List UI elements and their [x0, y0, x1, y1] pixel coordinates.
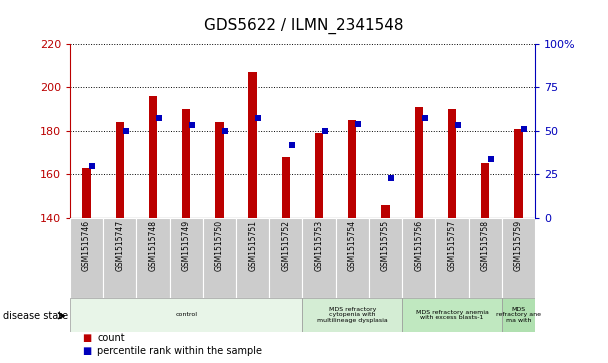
- Bar: [469, 218, 502, 298]
- Text: disease state: disease state: [3, 311, 68, 321]
- Bar: [348, 120, 356, 218]
- Bar: [182, 109, 190, 218]
- Bar: [203, 218, 236, 298]
- Bar: [502, 218, 535, 298]
- Text: GSM1515748: GSM1515748: [148, 220, 157, 271]
- Text: MDS refractory
cytopenia with
multilineage dysplasia: MDS refractory cytopenia with multilinea…: [317, 307, 388, 323]
- Bar: [302, 218, 336, 298]
- Text: GSM1515747: GSM1515747: [116, 220, 124, 271]
- Text: GSM1515757: GSM1515757: [447, 220, 457, 271]
- Text: MDS
refractory ane
ma with: MDS refractory ane ma with: [496, 307, 541, 323]
- Text: GSM1515754: GSM1515754: [348, 220, 357, 271]
- Bar: [116, 122, 124, 218]
- Text: GSM1515758: GSM1515758: [481, 220, 489, 271]
- Text: control: control: [175, 313, 197, 317]
- Bar: [514, 129, 523, 218]
- Bar: [302, 298, 402, 332]
- Bar: [502, 298, 535, 332]
- Text: GSM1515753: GSM1515753: [314, 220, 323, 271]
- Bar: [435, 218, 469, 298]
- Bar: [236, 218, 269, 298]
- Text: GSM1515759: GSM1515759: [514, 220, 523, 271]
- Bar: [402, 218, 435, 298]
- Bar: [103, 218, 136, 298]
- Bar: [448, 109, 456, 218]
- Bar: [249, 72, 257, 218]
- Text: ■: ■: [82, 333, 91, 343]
- Bar: [149, 96, 157, 218]
- Bar: [82, 168, 91, 218]
- Text: GSM1515749: GSM1515749: [182, 220, 191, 271]
- Text: count: count: [97, 333, 125, 343]
- Text: GSM1515752: GSM1515752: [282, 220, 291, 271]
- Bar: [170, 218, 203, 298]
- Bar: [381, 205, 390, 218]
- Bar: [70, 218, 103, 298]
- Bar: [369, 218, 402, 298]
- Bar: [336, 218, 369, 298]
- Text: GDS5622 / ILMN_2341548: GDS5622 / ILMN_2341548: [204, 18, 404, 34]
- Bar: [481, 163, 489, 218]
- Bar: [415, 107, 423, 218]
- Text: MDS refractory anemia
with excess blasts-1: MDS refractory anemia with excess blasts…: [415, 310, 488, 320]
- Bar: [215, 122, 224, 218]
- Text: percentile rank within the sample: percentile rank within the sample: [97, 346, 262, 356]
- Bar: [315, 133, 323, 218]
- Text: ■: ■: [82, 346, 91, 356]
- Text: GSM1515746: GSM1515746: [82, 220, 91, 271]
- Bar: [70, 298, 302, 332]
- Text: GSM1515755: GSM1515755: [381, 220, 390, 271]
- Text: GSM1515750: GSM1515750: [215, 220, 224, 271]
- Bar: [282, 157, 290, 218]
- Bar: [136, 218, 170, 298]
- Text: GSM1515751: GSM1515751: [248, 220, 257, 271]
- Bar: [269, 218, 302, 298]
- Text: GSM1515756: GSM1515756: [414, 220, 423, 271]
- Bar: [402, 298, 502, 332]
